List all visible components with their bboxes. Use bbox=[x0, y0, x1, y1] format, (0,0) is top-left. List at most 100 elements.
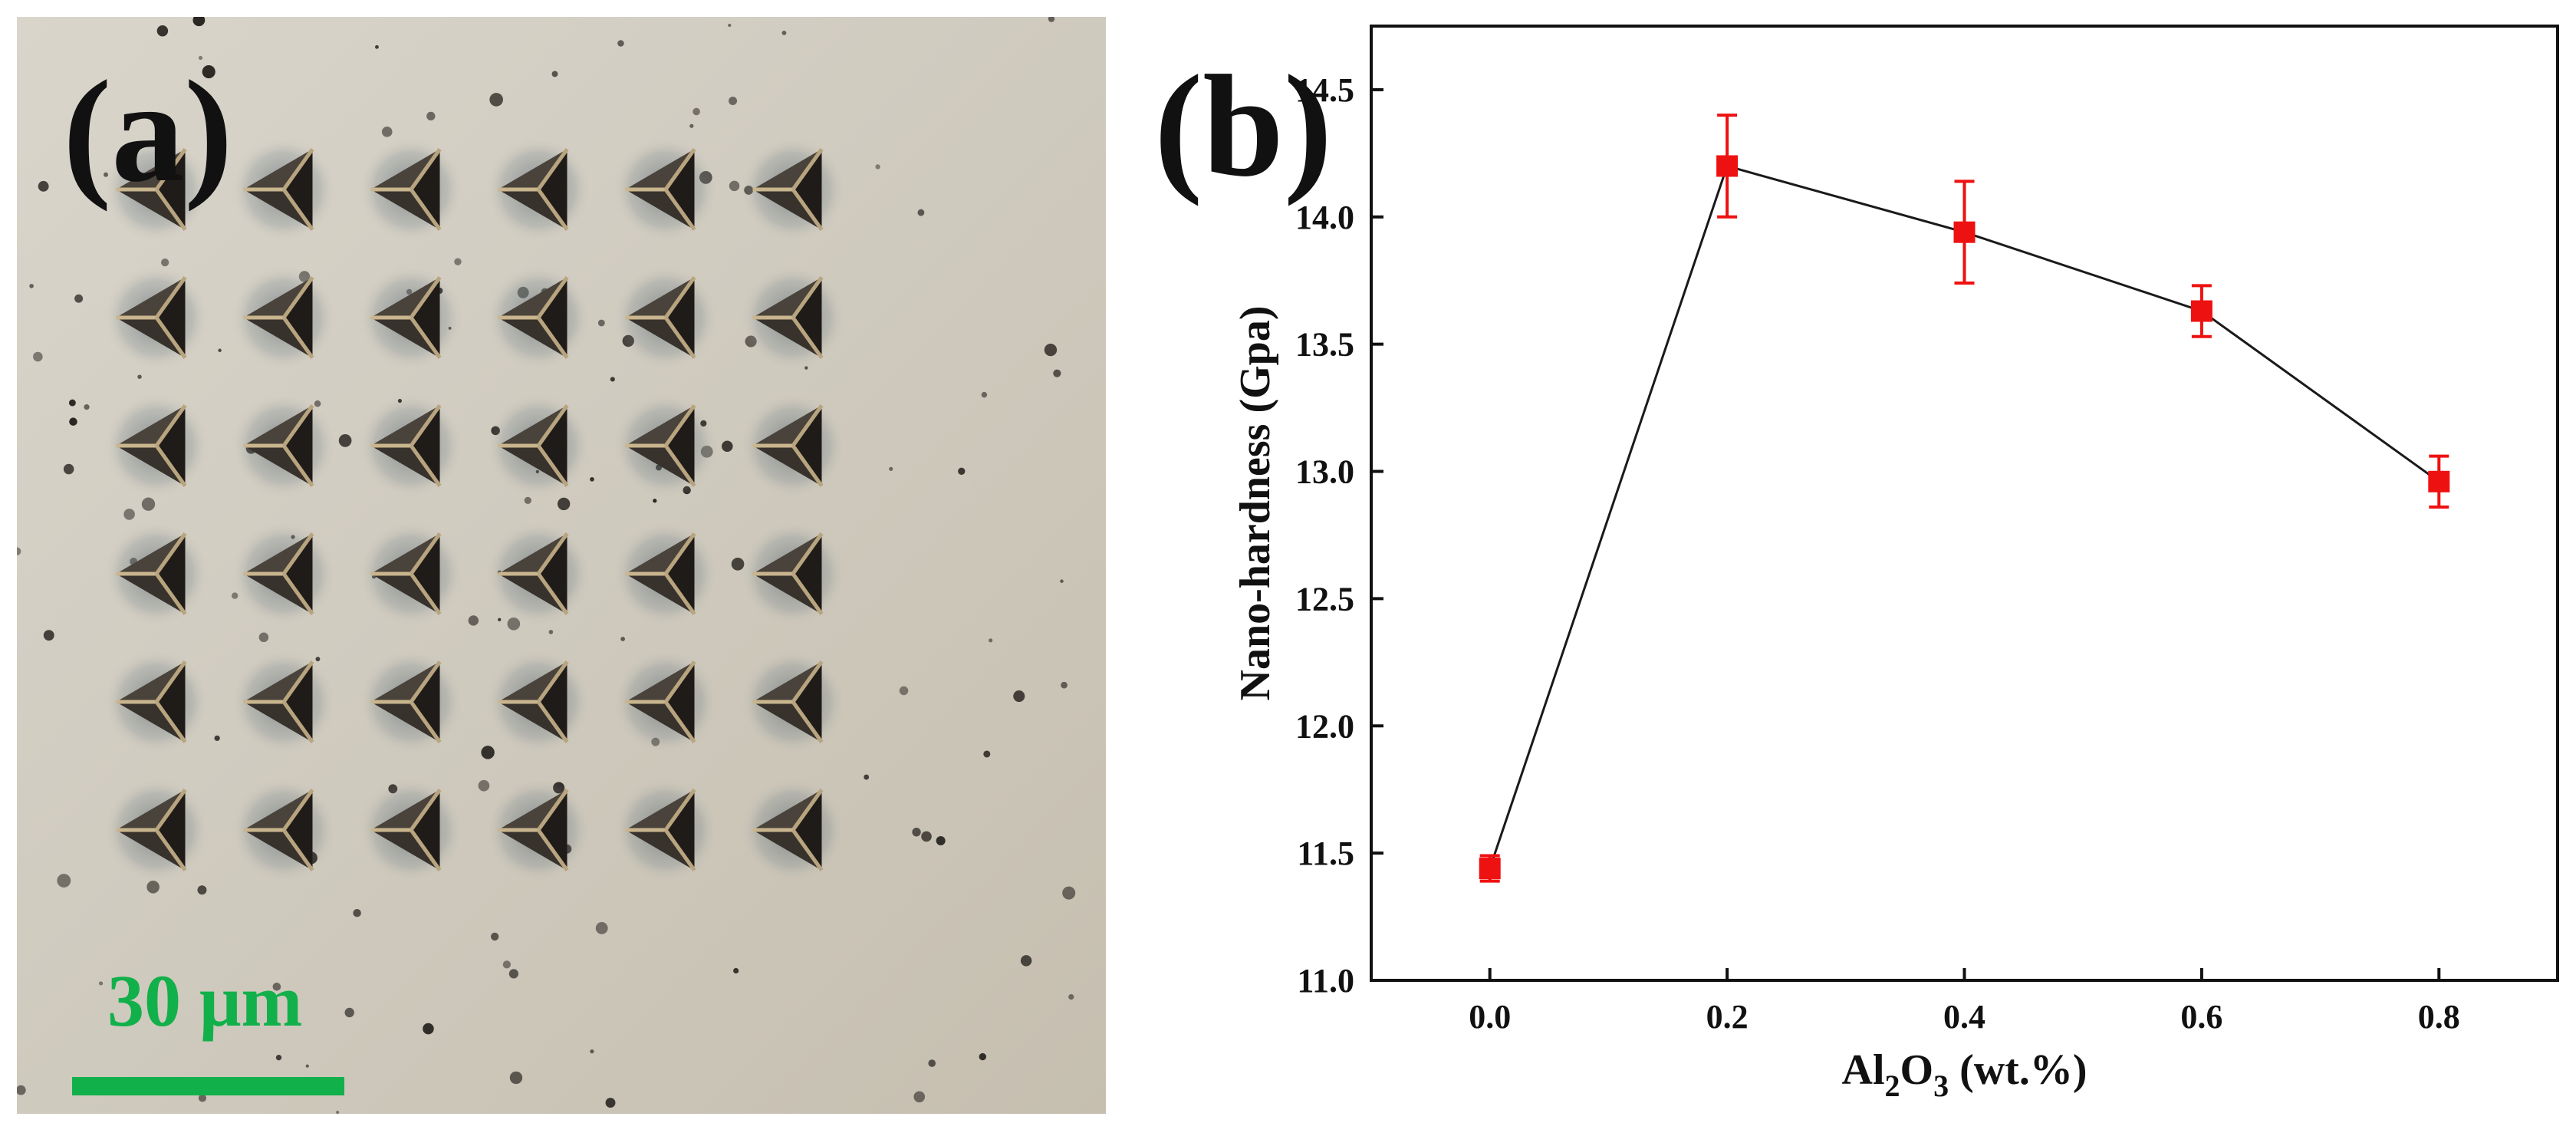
surface-pit bbox=[315, 657, 321, 662]
micrograph-panel: (a) 30 μm bbox=[17, 17, 1106, 1114]
indent-mark bbox=[104, 522, 209, 626]
surface-pit bbox=[617, 40, 624, 47]
y-tick-label: 13.5 bbox=[1295, 326, 1354, 364]
surface-pit bbox=[74, 294, 84, 303]
surface-pit bbox=[146, 881, 160, 894]
surface-pit bbox=[557, 497, 571, 511]
surface-pit bbox=[912, 828, 921, 837]
surface-pit bbox=[620, 637, 625, 641]
indent-mark bbox=[486, 778, 591, 882]
surface-pit bbox=[899, 686, 909, 696]
surface-pit bbox=[936, 835, 946, 845]
surface-pit bbox=[733, 967, 739, 974]
indent-mark bbox=[614, 137, 718, 242]
surface-pit bbox=[305, 1064, 309, 1068]
surface-pit bbox=[218, 348, 222, 352]
surface-pit bbox=[17, 1085, 26, 1095]
panel-b-label: (b) bbox=[1154, 46, 1333, 207]
surface-pit bbox=[338, 434, 352, 447]
indent-array bbox=[104, 137, 845, 882]
indent-mark bbox=[104, 650, 209, 754]
indent-mark bbox=[359, 137, 463, 242]
surface-pit bbox=[69, 417, 77, 426]
surface-pit bbox=[1020, 955, 1032, 967]
surface-pit bbox=[595, 922, 608, 934]
surface-pit bbox=[481, 746, 495, 759]
surface-pit bbox=[98, 981, 104, 986]
x-tick-label: 0.6 bbox=[2180, 998, 2222, 1036]
indent-mark bbox=[359, 265, 463, 370]
surface-pit bbox=[68, 399, 76, 407]
surface-pit bbox=[728, 23, 732, 28]
surface-pit bbox=[509, 1071, 523, 1085]
surface-pit bbox=[214, 735, 220, 741]
indent-mark bbox=[104, 265, 209, 370]
surface-pit bbox=[123, 509, 135, 520]
surface-pit bbox=[1053, 369, 1061, 377]
surface-pit bbox=[478, 779, 490, 792]
surface-pit bbox=[597, 319, 605, 327]
indent-mark bbox=[359, 522, 463, 626]
indent-mark bbox=[614, 650, 718, 754]
surface-pit bbox=[889, 466, 893, 471]
indent-mark bbox=[614, 265, 718, 370]
indent-mark bbox=[486, 650, 591, 754]
indent-mark bbox=[232, 522, 336, 626]
y-axis-ticks: 11.0 11.5 12.0 12.5 13.0 13.5 14.0 14.5 bbox=[1295, 71, 1383, 1000]
surface-pit bbox=[258, 632, 269, 643]
surface-pit bbox=[653, 499, 657, 503]
surface-pit bbox=[610, 377, 615, 382]
surface-pit bbox=[29, 283, 34, 288]
surface-pit bbox=[272, 983, 281, 991]
scale-bar-label: 30 μm bbox=[107, 960, 303, 1042]
x-axis-ticks: 0.0 0.2 0.4 0.6 0.8 bbox=[1469, 968, 2460, 1036]
surface-pit bbox=[375, 44, 379, 49]
surface-pit bbox=[958, 467, 966, 475]
surface-pit bbox=[426, 111, 436, 120]
indent-mark bbox=[104, 394, 209, 498]
surface-pit bbox=[1048, 17, 1055, 22]
surface-pit bbox=[508, 969, 518, 979]
indent-mark bbox=[359, 778, 463, 882]
x-label-sub2: 3 bbox=[1933, 1069, 1949, 1103]
data-point bbox=[2428, 470, 2450, 492]
x-label-o: O bbox=[1900, 1046, 1934, 1094]
surface-pit bbox=[1060, 579, 1064, 583]
panel-a-label: (a) bbox=[63, 51, 233, 212]
surface-pit bbox=[731, 557, 745, 571]
y-tick-label: 11.5 bbox=[1297, 835, 1354, 872]
indent-mark bbox=[486, 265, 591, 370]
scale-bar bbox=[72, 1077, 344, 1095]
surface-pit bbox=[729, 180, 740, 192]
indent-mark bbox=[232, 778, 336, 882]
surface-pit bbox=[590, 476, 594, 482]
surface-pit bbox=[43, 630, 54, 641]
surface-pit bbox=[1044, 343, 1058, 357]
surface-pit bbox=[981, 391, 988, 398]
indent-mark bbox=[741, 650, 845, 754]
surface-pit bbox=[33, 351, 43, 362]
surface-pit bbox=[344, 1007, 354, 1018]
surface-pit bbox=[551, 71, 558, 77]
y-tick-label: 12.5 bbox=[1295, 580, 1354, 618]
surface-pit bbox=[983, 750, 991, 758]
surface-pit bbox=[84, 403, 90, 410]
surface-pit bbox=[197, 885, 207, 895]
surface-pit bbox=[590, 1049, 594, 1054]
y-axis-label: Nano-hardness (Gpa) bbox=[1232, 306, 1279, 701]
surface-pit bbox=[913, 1091, 926, 1103]
indent-mark bbox=[232, 394, 336, 498]
indent-mark bbox=[104, 778, 209, 882]
surface-pit bbox=[502, 960, 511, 969]
surface-pit bbox=[781, 30, 787, 35]
surface-pit bbox=[1013, 690, 1025, 703]
indent-mark bbox=[486, 137, 591, 242]
x-axis-label: Al2O3 (wt.%) bbox=[1842, 1046, 2087, 1103]
data-point bbox=[1716, 155, 1739, 177]
surface-pit bbox=[1061, 681, 1068, 689]
surface-pit bbox=[489, 93, 503, 107]
surface-pit bbox=[91, 192, 96, 196]
surface-pit bbox=[1062, 886, 1076, 900]
data-point bbox=[1953, 221, 1976, 243]
surface-pit bbox=[722, 440, 733, 452]
